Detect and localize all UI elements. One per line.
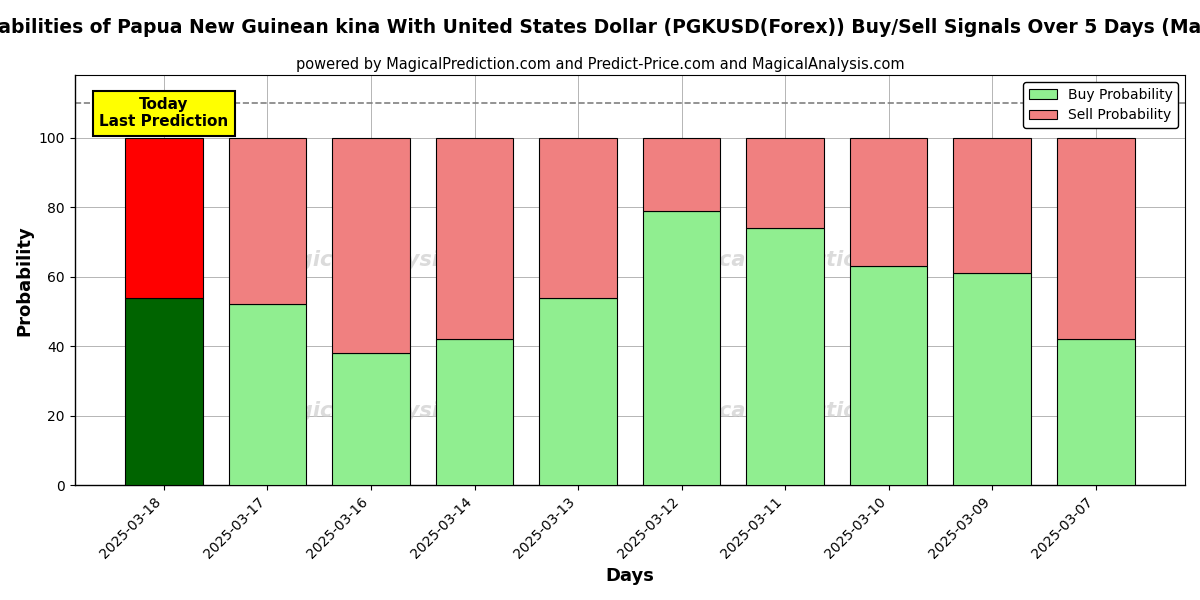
Bar [539,137,617,298]
Bar [643,211,720,485]
Text: MagicalPrediction.com: MagicalPrediction.com [662,250,930,269]
Bar [643,137,720,211]
Bar [229,304,306,485]
Bar [850,137,928,266]
Bar [229,137,306,304]
Bar [436,137,514,339]
Bar [953,273,1031,485]
Bar [953,137,1031,273]
Text: Today
Last Prediction: Today Last Prediction [100,97,228,130]
Text: MagicalPrediction.com: MagicalPrediction.com [662,401,930,421]
Bar [746,228,824,485]
Bar [1057,137,1134,339]
Legend: Buy Probability, Sell Probability: Buy Probability, Sell Probability [1024,82,1178,128]
Bar [332,137,410,353]
Bar [850,266,928,485]
Bar [539,298,617,485]
Bar [332,353,410,485]
Y-axis label: Probability: Probability [16,225,34,335]
Bar [1057,339,1134,485]
Bar [746,137,824,228]
X-axis label: Days: Days [605,567,654,585]
Text: MagicalAnalysis.com: MagicalAnalysis.com [263,401,508,421]
Bar [436,339,514,485]
Text: powered by MagicalPrediction.com and Predict-Price.com and MagicalAnalysis.com: powered by MagicalPrediction.com and Pre… [295,57,905,72]
Bar [125,137,203,298]
Bar [125,298,203,485]
Text: Probabilities of Papua New Guinean kina With United States Dollar (PGKUSD(Forex): Probabilities of Papua New Guinean kina … [0,18,1200,37]
Text: MagicalAnalysis.com: MagicalAnalysis.com [263,250,508,269]
